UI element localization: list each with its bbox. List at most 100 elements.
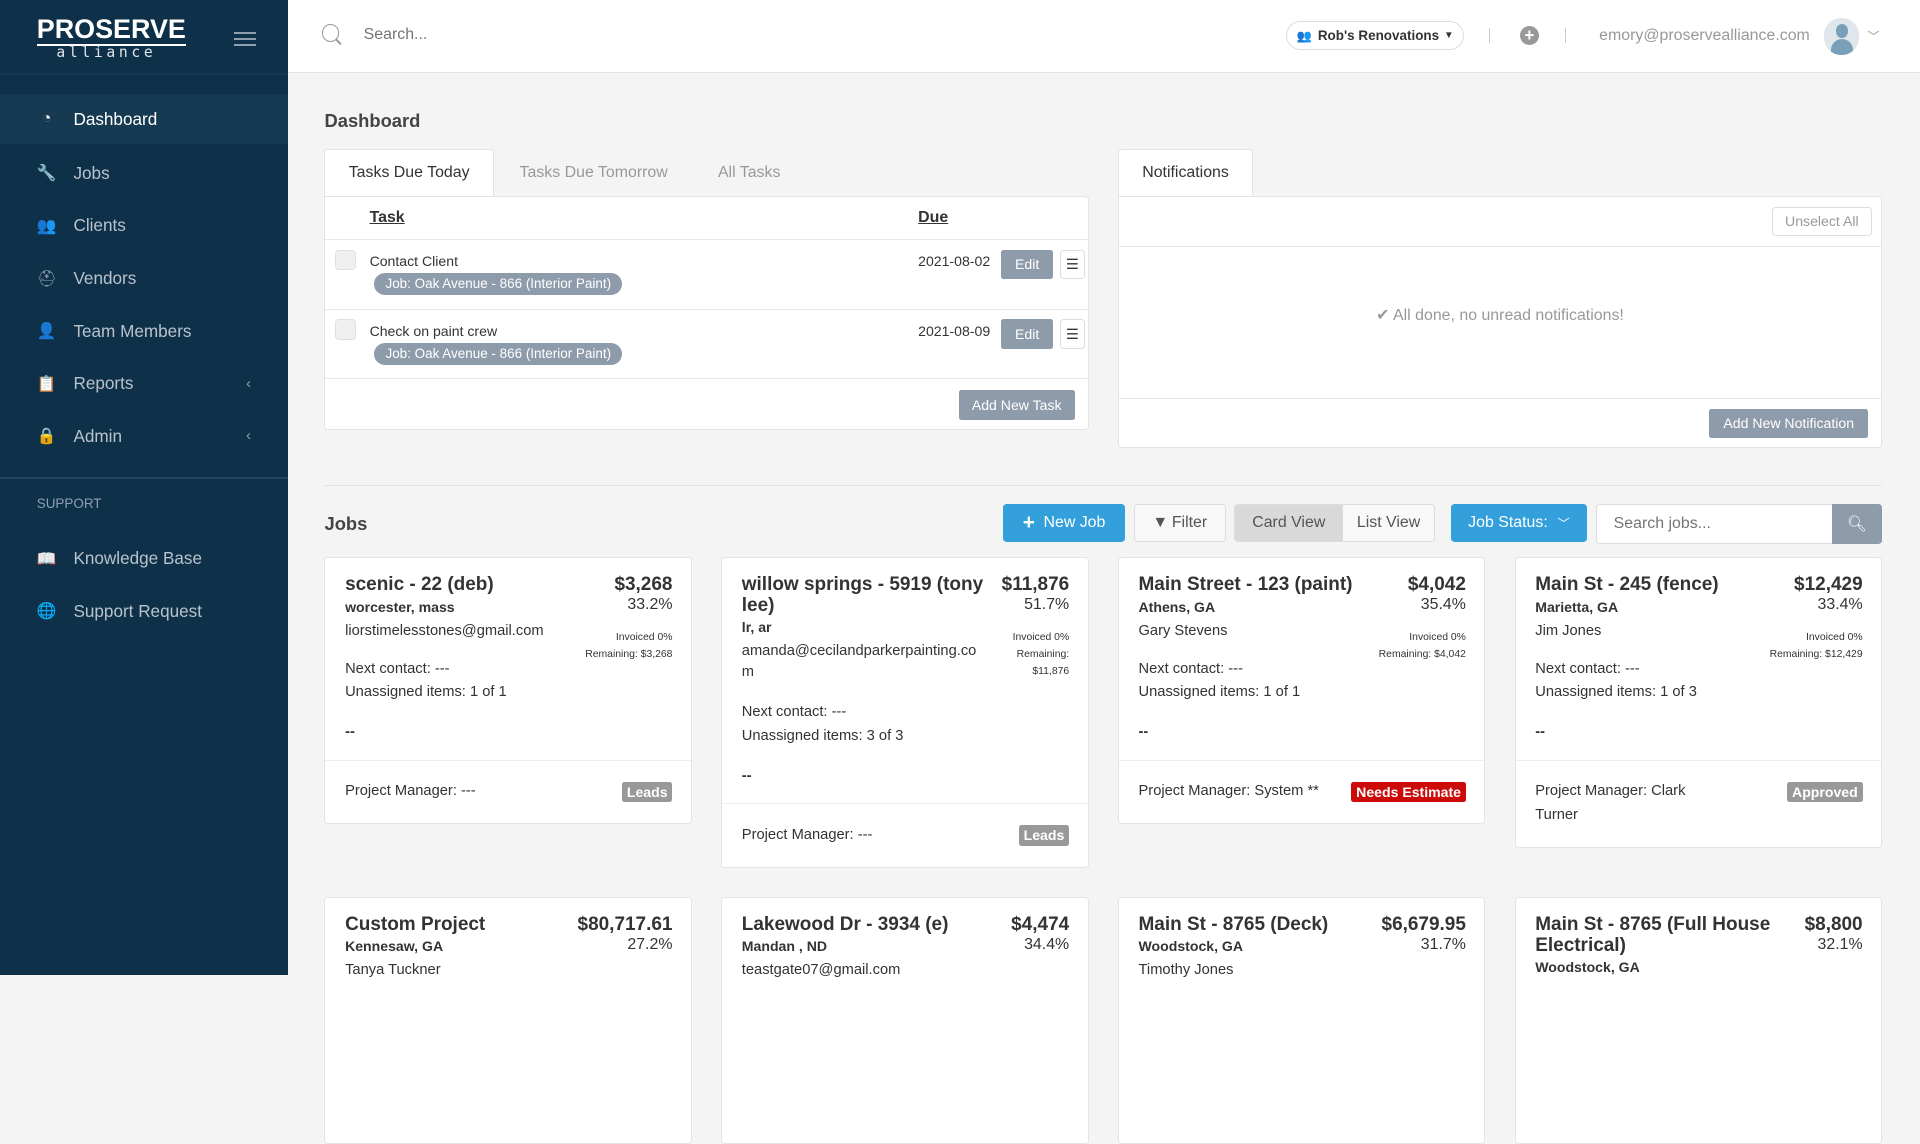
sidebar-item-label: Clients <box>73 215 126 236</box>
divider <box>1488 28 1491 43</box>
logo-subtext: alliance <box>56 44 157 62</box>
tab-tasks-due-today[interactable]: Tasks Due Today <box>324 149 494 196</box>
new-job-label: New Job <box>1043 514 1106 532</box>
job-title[interactable]: Custom Project <box>345 914 486 936</box>
sidebar-item-team-members[interactable]: 👤 Team Members <box>0 305 288 358</box>
tab-all-tasks[interactable]: All Tasks <box>717 163 781 181</box>
menu-icon[interactable]: ☰ <box>1060 249 1085 279</box>
card-view-button[interactable]: Card View <box>1234 504 1344 543</box>
status-badge: Leads <box>1018 824 1070 846</box>
job-card-left: Main St - 8765 (Full House Electrical) Wo… <box>1535 914 1798 975</box>
job-card[interactable]: Main St - 245 (fence) Marietta, GA Jim Jon… <box>1514 557 1882 848</box>
job-status-dropdown[interactable]: Job Status: ﹀ <box>1451 504 1587 543</box>
job-margin-percent: 32.1% <box>1817 935 1863 953</box>
wrench-icon: 🔧 <box>36 165 57 183</box>
job-card[interactable]: Custom Project Kennesaw, GA Tanya Tuckner $… <box>324 896 692 1144</box>
sidebar-nav: ◔ Dashboard 🔧 Jobs 👥 Clients ⛑ Vendors 👤 Team Mem… <box>0 94 288 638</box>
book-icon: 📖 <box>36 550 57 568</box>
user-lock-icon: 👤 <box>36 323 57 341</box>
status-badge: Leads <box>621 781 673 803</box>
job-card-left: Main Street - 123 (paint) Athens, GA Gary … <box>1138 574 1353 663</box>
list-view-button[interactable]: List View <box>1342 504 1436 543</box>
next-contact: Next contact: --- <box>1535 661 1640 678</box>
global-search-input[interactable] <box>361 24 729 45</box>
page-title: Dashboard <box>324 110 421 132</box>
job-title[interactable]: scenic - 22 (deb) <box>345 574 494 596</box>
organization-switcher[interactable]: 👥 Rob's Renovations ▼ <box>1285 20 1465 51</box>
notifications-tabs: Notifications <box>1117 149 1254 196</box>
search-jobs-button[interactable]: 🔍︎ <box>1831 504 1883 544</box>
add-new-task-button[interactable]: Add New Task <box>958 390 1075 420</box>
sidebar-item-label: Support Request <box>73 600 202 621</box>
job-title[interactable]: Lakewood Dr - 3934 (e) <box>741 914 949 936</box>
sidebar-item-admin[interactable]: 🔒 Admin ‹ <box>0 410 288 463</box>
sidebar-item-support-request[interactable]: 🌐 Support Request <box>0 585 288 638</box>
sidebar-item-knowledge-base[interactable]: 📖 Knowledge Base <box>0 533 288 586</box>
job-location: Kennesaw, GA <box>345 938 444 955</box>
job-title[interactable]: Main Street - 123 (paint) <box>1138 574 1353 596</box>
search-jobs-input[interactable] <box>1595 504 1832 544</box>
notifications-panel: Unselect All ✔ All done, no unread notif… <box>1117 195 1883 449</box>
hamburger-menu-icon[interactable] <box>233 28 256 50</box>
chevron-down-icon[interactable]: ﹀ <box>1867 29 1880 44</box>
sidebar-item-jobs[interactable]: 🔧 Jobs <box>0 147 288 200</box>
sidebar-item-clients[interactable]: 👥 Clients <box>0 200 288 253</box>
tab-tasks-due-tomorrow[interactable]: Tasks Due Tomorrow <box>519 163 668 181</box>
sidebar-item-dashboard[interactable]: ◔ Dashboard <box>0 94 288 145</box>
column-task[interactable]: Task <box>369 209 405 227</box>
job-title[interactable]: Main St - 245 (fence) <box>1535 574 1719 596</box>
job-card-right: $12,429 33.4% Invoiced 0% Remaining: $12,42… <box>1770 574 1863 663</box>
project-manager: Project Manager: System ** <box>1138 783 1319 800</box>
status-badge: Approved <box>1787 781 1863 803</box>
job-title[interactable]: Main St - 8765 (Deck) <box>1138 914 1329 936</box>
sidebar-item-vendors[interactable]: ⛑ Vendors <box>0 252 288 305</box>
sidebar-item-reports[interactable]: 📋 Reports ‹ <box>0 357 288 410</box>
new-job-button[interactable]: + New Job <box>1002 504 1126 543</box>
job-contact: liorstimelesstones@gmail.com <box>345 622 544 639</box>
job-card-header: willow springs - 5919 (tony lee) lr, ar am… <box>741 574 1070 683</box>
user-email[interactable]: emory@proservealliance.com <box>1599 26 1810 44</box>
task-row: Check on paint crew Job: Oak Avenue - 866… <box>325 310 1088 380</box>
tab-notifications[interactable]: Notifications <box>1117 149 1254 196</box>
job-card[interactable]: Lakewood Dr - 3934 (e) Mandan , ND teastga… <box>721 896 1089 1144</box>
job-margin-percent: 31.7% <box>1420 935 1466 953</box>
job-title[interactable]: Main St - 8765 (Full House Electrical) <box>1535 914 1771 956</box>
edit-task-button[interactable]: Edit <box>1001 319 1053 349</box>
empty-notifications-message: ✔ All done, no unread notifications! <box>1119 305 1881 325</box>
add-circle-icon[interactable]: + <box>1519 25 1540 46</box>
chevron-left-icon: ‹ <box>246 428 252 445</box>
column-due[interactable]: Due <box>918 209 949 227</box>
avatar[interactable] <box>1824 18 1859 56</box>
add-new-notification-button[interactable]: Add New Notification <box>1709 408 1869 439</box>
job-card[interactable]: scenic - 22 (deb) worcester, mass liorstim… <box>324 557 692 825</box>
job-link-pill[interactable]: Job: Oak Avenue - 866 (Interior Paint) <box>374 342 623 365</box>
job-margin-percent: 33.4% <box>1817 596 1863 614</box>
job-card-footer: Project Manager: --- Leads <box>325 759 691 823</box>
job-card[interactable]: willow springs - 5919 (tony lee) lr, ar am… <box>721 557 1089 868</box>
edit-task-button[interactable]: Edit <box>1001 249 1053 279</box>
menu-icon[interactable]: ☰ <box>1060 319 1085 349</box>
job-card[interactable]: Main St - 8765 (Deck) Woodstock, GA Timoth… <box>1117 896 1486 1144</box>
job-margin-percent: 34.4% <box>1024 935 1070 953</box>
job-note: -- <box>345 724 355 741</box>
job-note: -- <box>1138 724 1149 741</box>
divider <box>0 73 288 75</box>
job-card-body: willow springs - 5919 (tony lee) lr, ar am… <box>722 558 1087 803</box>
job-card-header: Main St - 8765 (Deck) Woodstock, GA Timoth… <box>1138 914 1466 981</box>
job-title[interactable]: willow springs - 5919 (tony lee) <box>741 574 984 617</box>
unselect-all-button[interactable]: Unselect All <box>1771 206 1873 237</box>
task-checkbox[interactable] <box>335 249 357 271</box>
job-card-right: $11,876 51.7% Invoiced 0% Remaining: $11,87… <box>984 574 1070 683</box>
jobs-heading: Jobs <box>324 513 368 535</box>
proserve-logo[interactable]: ProServe alliance <box>36 14 186 62</box>
job-location: Marietta, GA <box>1535 598 1619 615</box>
job-card[interactable]: Main St - 8765 (Full House Electrical) Wo… <box>1514 896 1882 1144</box>
clipboard-icon: 📋 <box>36 375 57 393</box>
job-card[interactable]: Main Street - 123 (paint) Athens, GA Gary … <box>1117 557 1486 825</box>
divider <box>1118 397 1882 399</box>
sidebar: ProServe alliance ◔ Dashboard 🔧 Jobs 👥 Client… <box>0 0 288 975</box>
job-card-body: scenic - 22 (deb) worcester, mass liorstim… <box>325 558 690 760</box>
task-checkbox[interactable] <box>335 319 357 341</box>
filter-button[interactable]: ▼ Filter <box>1133 504 1226 543</box>
job-link-pill[interactable]: Job: Oak Avenue - 866 (Interior Paint) <box>374 272 623 296</box>
